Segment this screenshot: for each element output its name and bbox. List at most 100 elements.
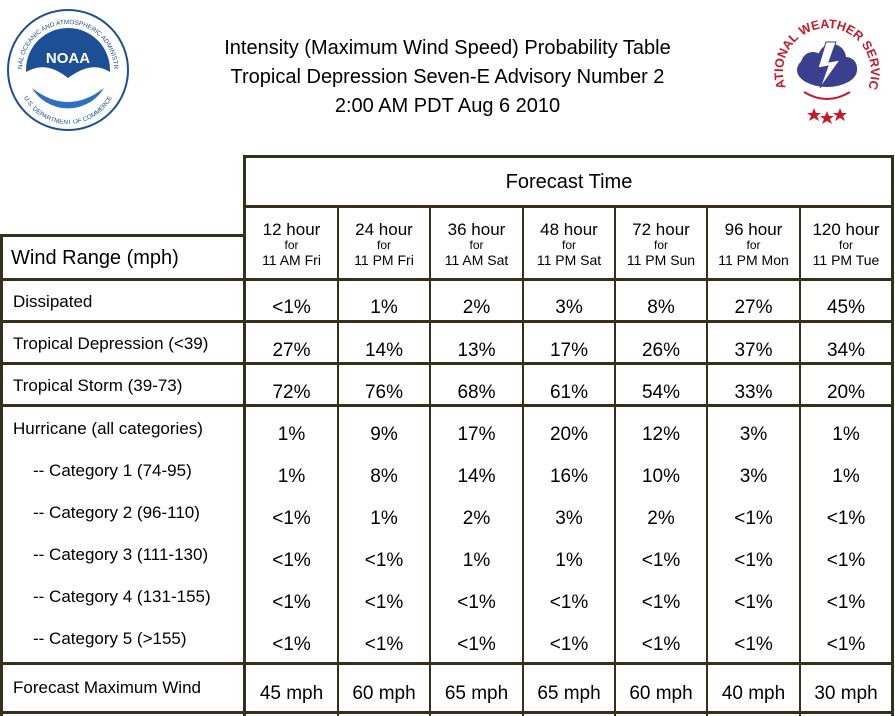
table-cell: <1% [272,634,311,655]
table-cell: 26% [641,340,681,361]
column-for: for [838,238,853,252]
column-header-24h: 24 hour for 11 PM Fri [339,208,429,278]
table-line [243,155,246,280]
table-line [243,155,894,158]
table-cell: 45% [826,297,866,318]
table-line [799,205,801,716]
table-cell: 17% [549,340,589,361]
table-cell: <1% [734,592,773,613]
column-hours: 96 hour [724,220,783,239]
row-label-tropical-depression: Tropical Depression (<39) [13,334,209,353]
table-cell: 27% [272,340,311,361]
column-header-96h: 96 hour for 11 PM Mon [708,208,799,278]
table-line [243,205,894,208]
table-cell: 1% [277,424,306,445]
table-cell: 14% [457,466,496,487]
column-time: 11 AM Fri [262,252,321,268]
column-header-12h: 12 hour for 11 AM Fri [246,208,337,278]
table-cell: <1% [641,550,681,571]
table-line [429,205,431,716]
table-cell: 1% [555,550,583,571]
column-hours: 48 hour [540,220,598,239]
table-cell: 45 mph [259,683,324,704]
table-cell: <1% [734,508,773,529]
column-header-72h: 72 hour for 11 PM Sun [616,208,706,278]
table-cell: <1% [549,592,589,613]
column-hours: 36 hour [447,220,506,239]
table-cell: <1% [364,550,404,571]
table-cell: 8% [647,297,675,318]
table-line [706,205,708,716]
table-cell: 68% [457,382,496,403]
table-cell: 76% [364,382,404,403]
table-cell: <1% [734,634,773,655]
table-line [0,662,894,665]
column-for: for [561,238,576,252]
table-cell: 20% [826,382,866,403]
table-cell: 1% [832,424,860,445]
table-line [522,205,524,716]
table-cell: 16% [549,466,589,487]
table-cell: <1% [457,592,496,613]
page-title: Intensity (Maximum Wind Speed) Probabili… [140,34,755,121]
table-cell: 17% [457,424,496,445]
table-cell: 30 mph [814,683,878,704]
table-cell: <1% [826,592,866,613]
table-cell: <1% [457,634,496,655]
column-header-48h: 48 hour for 11 PM Sat [524,208,614,278]
forecast-time-header: Forecast Time [505,170,633,193]
column-for: for [469,238,484,252]
column-time: 11 PM Sat [536,252,602,268]
table-cell: 1% [277,466,306,487]
table-line [614,205,616,716]
table-cell: 60 mph [629,683,693,704]
row-label-hurricane: Hurricane (all categories) [13,419,203,438]
wind-range-header: Wind Range (mph) [11,247,179,269]
table-cell: 72% [272,382,311,403]
table-cell: 20% [549,424,589,445]
column-for: for [284,238,299,252]
table-cell: 9% [370,424,398,445]
column-hours: 24 hour [355,220,413,239]
table-cell: 1% [370,297,398,318]
title-line-1: Intensity (Maximum Wind Speed) Probabili… [224,37,671,59]
row-label-category-3: -- Category 3 (111-130) [33,545,209,564]
column-header-120h: 120 hour for 11 PM Tue [801,208,891,278]
column-time: 11 AM Sat [444,252,509,268]
column-for: for [376,238,391,252]
table-line [0,234,3,716]
table-line [243,278,246,716]
column-time: 11 PM Sun [626,252,696,268]
table-cell: 65 mph [537,683,601,704]
table-cell: 13% [457,340,496,361]
column-hours: 12 hour [262,220,321,239]
title-line-3: 2:00 AM PDT Aug 6 2010 [334,95,561,117]
table-cell: 1% [370,508,398,529]
table-cell: 1% [832,466,860,487]
table-cell: <1% [734,550,773,571]
table-cell: 37% [734,340,773,361]
table-cell: 2% [647,508,675,529]
table-line [891,155,894,716]
table-line [0,362,894,365]
row-label-category-4: -- Category 4 (131-155) [33,587,211,606]
table-cell: 2% [462,297,491,318]
table-cell: 3% [555,508,583,529]
column-hours: 120 hour [812,220,880,239]
table-line [0,404,894,407]
table-cell: <1% [641,634,681,655]
table-cell: 2% [462,508,491,529]
table-cell: <1% [826,634,866,655]
column-hours: 72 hour [632,220,690,239]
column-for: for [653,238,668,252]
table-cell: <1% [364,592,404,613]
table-cell: <1% [272,297,311,318]
table-cell: <1% [272,508,311,529]
column-time: 11 PM Tue [812,252,880,268]
table-cell: 3% [739,466,768,487]
table-cell: 54% [641,382,681,403]
svg-text:NOAA: NOAA [46,50,90,67]
row-label-forecast-max-wind: Forecast Maximum Wind [13,678,201,697]
column-time: 11 PM Fri [354,252,414,268]
table-line [0,711,894,714]
